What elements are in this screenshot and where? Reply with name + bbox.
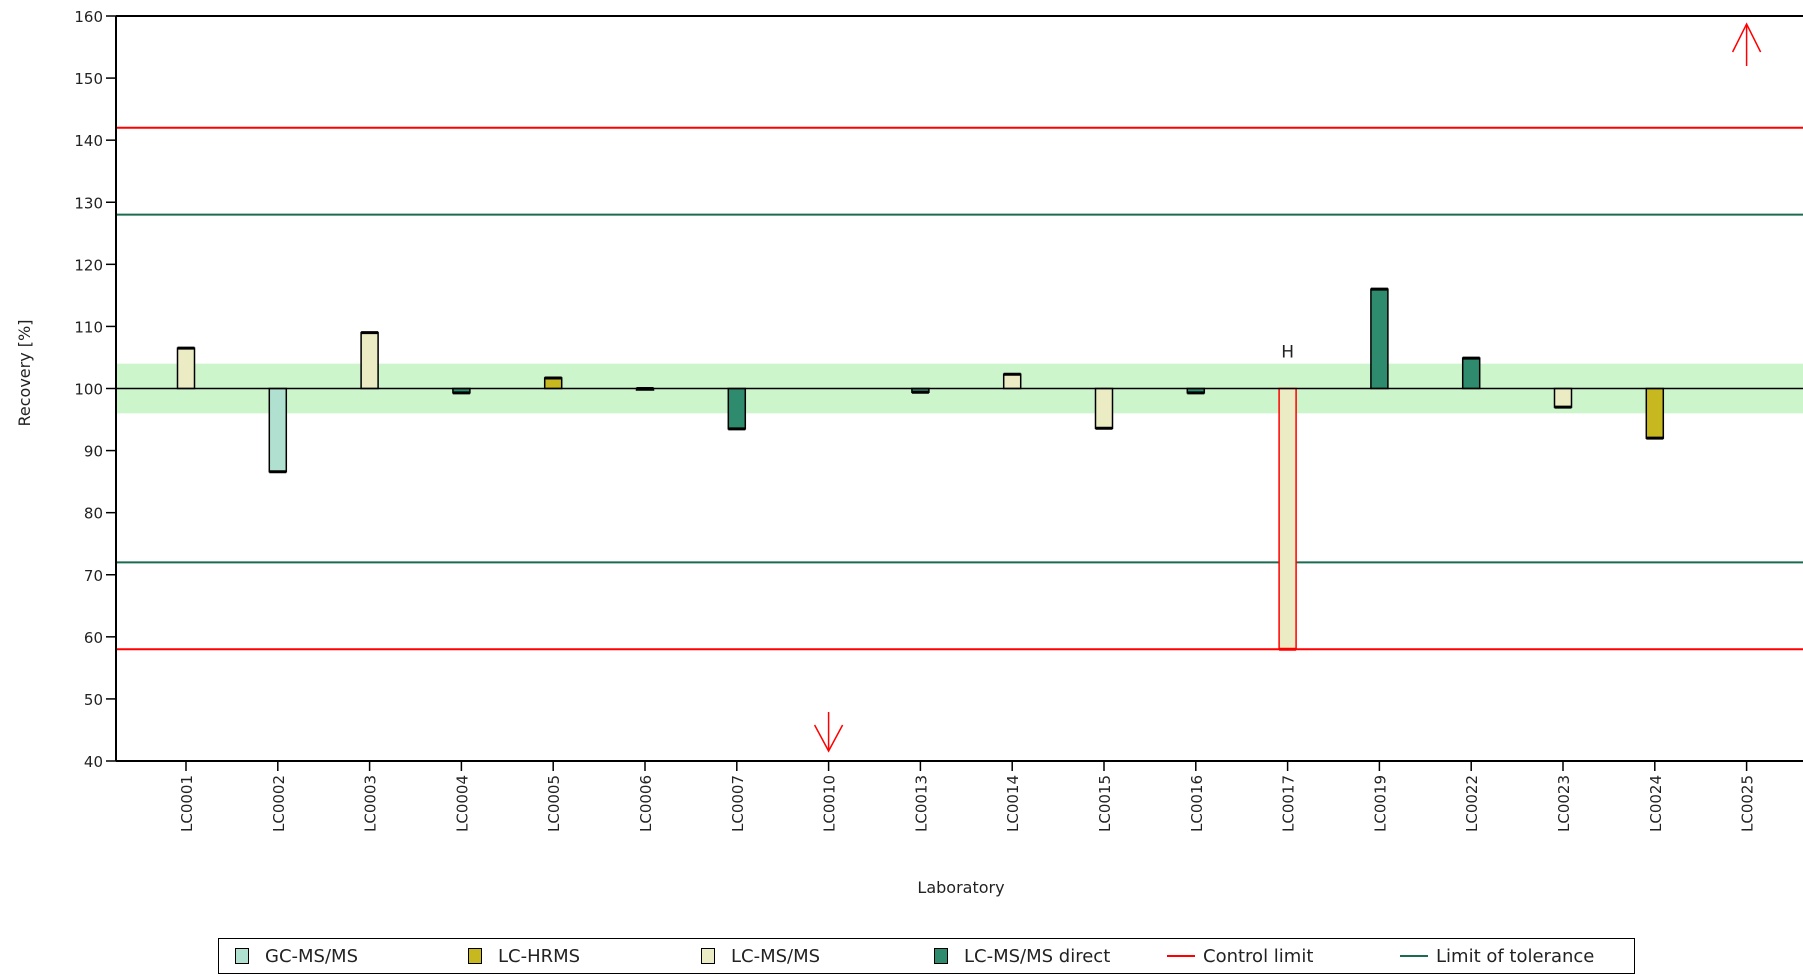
legend-swatch-4 xyxy=(1167,955,1195,957)
x-tick-label-LC0005: LC0005 xyxy=(545,775,563,832)
x-tick-label-LC0010: LC0010 xyxy=(821,775,839,832)
limit-lines-layer xyxy=(116,126,1803,651)
x-tick-label-LC0015: LC0015 xyxy=(1096,775,1114,832)
off-scale-arrowhead-LC0025 xyxy=(1731,22,1762,53)
off-scale-arrowhead-LC0010 xyxy=(813,724,844,753)
legend-label-2: LC-MS/MS xyxy=(731,945,821,967)
x-axis-title: Laboratory xyxy=(917,878,1004,897)
x-tick-label-LC0002: LC0002 xyxy=(270,775,288,832)
bar-LC0024 xyxy=(1645,387,1665,439)
bar-LC0001 xyxy=(176,347,196,390)
legend-swatch-5 xyxy=(1400,955,1428,957)
legend-item-0: GC-MS/MS xyxy=(235,946,468,967)
x-tick-label-LC0006: LC0006 xyxy=(637,775,655,832)
x-tick-label-LC0016: LC0016 xyxy=(1188,775,1206,832)
y-tick-label-110: 110 xyxy=(74,318,103,336)
bar-LC0014 xyxy=(1002,373,1022,390)
bar-LC0007 xyxy=(727,387,747,430)
x-tick-label-LC0017: LC0017 xyxy=(1280,775,1298,832)
bar-LC0005 xyxy=(543,377,563,390)
legend-swatch-1 xyxy=(468,948,482,964)
y-tick-label-90: 90 xyxy=(84,443,103,461)
legend-label-0: GC-MS/MS xyxy=(265,945,358,967)
y-tick-label-100: 100 xyxy=(74,381,103,399)
bar-LC0003 xyxy=(360,331,379,390)
bar-LC0015 xyxy=(1094,387,1114,429)
y-tick-label-140: 140 xyxy=(74,132,103,150)
y-tick-label-40: 40 xyxy=(84,753,103,771)
legend-swatch-2 xyxy=(701,948,715,964)
x-tick-label-LC0025: LC0025 xyxy=(1739,775,1757,832)
y-tick-label-60: 60 xyxy=(84,629,103,647)
y-tick-label-160: 160 xyxy=(74,8,103,26)
x-tick-label-LC0004: LC0004 xyxy=(453,775,471,832)
y-tick-label-130: 130 xyxy=(74,194,103,212)
bar-LC0023 xyxy=(1553,387,1573,408)
legend-label-4: Control limit xyxy=(1203,945,1314,967)
x-tick-label-LC0007: LC0007 xyxy=(729,775,747,832)
legend-item-1: LC-HRMS xyxy=(468,946,701,967)
axes-layer: 40 50 60 70 80 90 100 110 120 130 140 150 160 LC0001 L… xyxy=(74,8,1803,832)
x-tick-label-LC0001: LC0001 xyxy=(178,775,196,832)
legend-swatch-3 xyxy=(934,948,948,964)
bar-LC0022 xyxy=(1461,357,1481,390)
x-tick-label-LC0024: LC0024 xyxy=(1647,775,1665,832)
x-tick-label-LC0014: LC0014 xyxy=(1004,775,1022,832)
legend-swatch-0 xyxy=(235,948,249,964)
flag-label-LC0017: H xyxy=(1281,343,1294,363)
bar-LC0019 xyxy=(1370,288,1389,390)
x-tick-label-LC0023: LC0023 xyxy=(1555,775,1573,832)
y-tick-label-120: 120 xyxy=(74,256,103,274)
x-tick-label-LC0022: LC0022 xyxy=(1463,775,1481,832)
legend-label-3: LC-MS/MS direct xyxy=(964,945,1111,967)
bar-LC0017 xyxy=(1278,387,1297,650)
y-tick-label-70: 70 xyxy=(84,567,103,585)
x-tick-label-LC0013: LC0013 xyxy=(912,775,930,832)
legend-item-5: Limit of tolerance xyxy=(1400,946,1633,967)
y-tick-label-150: 150 xyxy=(74,70,103,88)
legend-label-1: LC-HRMS xyxy=(498,945,581,967)
x-tick-label-LC0003: LC0003 xyxy=(362,775,380,832)
y-axis-title: Recovery [%] xyxy=(15,320,34,427)
bar-LC0002 xyxy=(268,387,288,473)
legend-item-4: Control limit xyxy=(1167,946,1400,967)
x-tick-label-LC0019: LC0019 xyxy=(1371,775,1389,832)
legend-item-2: LC-MS/MS xyxy=(701,946,934,967)
chart-legend: GC-MS/MS LC-HRMS LC-MS/MS LC-MS/MS direct Co… xyxy=(218,938,1635,974)
y-tick-label-80: 80 xyxy=(84,505,103,523)
legend-label-5: Limit of tolerance xyxy=(1436,945,1595,967)
y-tick-label-50: 50 xyxy=(84,691,103,709)
legend-item-3: LC-MS/MS direct xyxy=(934,946,1167,967)
